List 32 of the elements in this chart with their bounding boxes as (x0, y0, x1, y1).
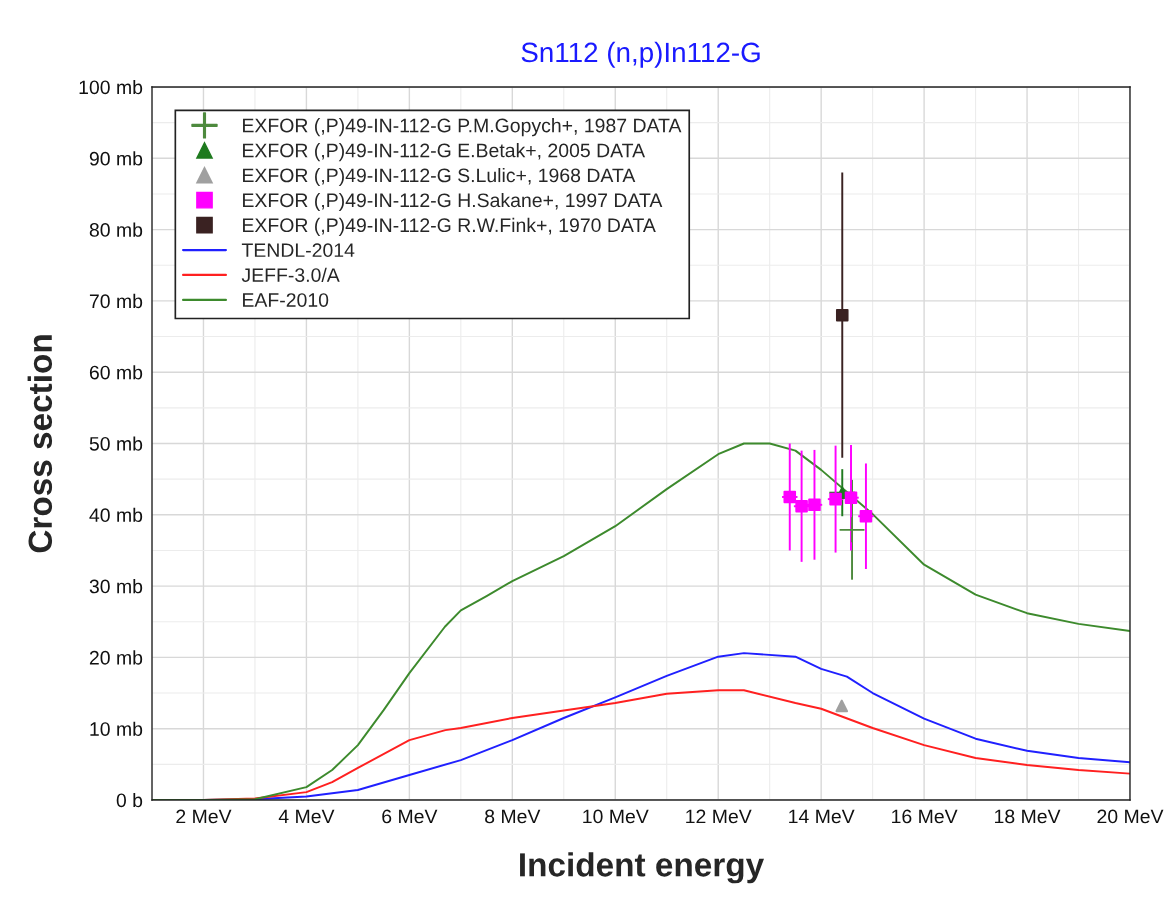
legend-label: EXFOR (,P)49-IN-112-G R.W.Fink+, 1970 DATA (243, 217, 656, 236)
y-axis-title: Cross section (27, 335, 53, 553)
x-tick-label: 4 MeV (278, 809, 335, 824)
x-tick-label: 14 MeV (789, 809, 855, 824)
x-tick-label: 2 MeV (176, 809, 232, 824)
legend-label: EAF-2010 (243, 293, 329, 307)
y-tick-label: 50 mb (89, 436, 143, 451)
y-tick-label: 80 mb (89, 222, 143, 237)
x-tick-label: 20 MeV (1097, 809, 1164, 824)
y-tick-label: 100 mb (79, 79, 143, 95)
legend-label: EXFOR (,P)49-IN-112-G E.Betak+, 2005 DATA (243, 143, 646, 162)
legend-label: TENDL-2014 (241, 243, 355, 258)
x-tick-label: 12 MeV (686, 809, 752, 824)
x-tick-label: 10 MeV (583, 809, 649, 824)
legend-label: JEFF-3.0/A (241, 267, 340, 282)
x-axis-title: Incident energy (520, 852, 765, 884)
chart-title: Sn112 (n,p)In112-G (521, 41, 760, 68)
y-tick-label: 20 mb (89, 650, 143, 665)
y-tick-label: 90 mb (89, 151, 143, 166)
x-tick-label: 16 MeV (892, 809, 958, 824)
y-tick-label: 60 mb (89, 365, 143, 380)
y-tick-label: 40 mb (89, 507, 143, 523)
y-tick-label: 30 mb (89, 579, 143, 594)
x-tick-label: 8 MeV (485, 809, 541, 824)
legend-label: EXFOR (,P)49-IN-112-G P.M.Gopych+, 1987 DATA (243, 118, 682, 137)
y-tick-label: 70 mb (89, 293, 143, 309)
legend-label: EXFOR (,P)49-IN-112-G S.Lulic+, 1968 DATA (243, 167, 636, 187)
y-tick-label: 0 b (116, 792, 143, 808)
legend-label: EXFOR (,P)49-IN-112-G H.Sakane+, 1997 DATA (243, 192, 663, 212)
x-tick-label: 18 MeV (995, 809, 1061, 824)
x-tick-label: 6 MeV (382, 809, 438, 824)
y-tick-label: 10 mb (90, 721, 143, 736)
